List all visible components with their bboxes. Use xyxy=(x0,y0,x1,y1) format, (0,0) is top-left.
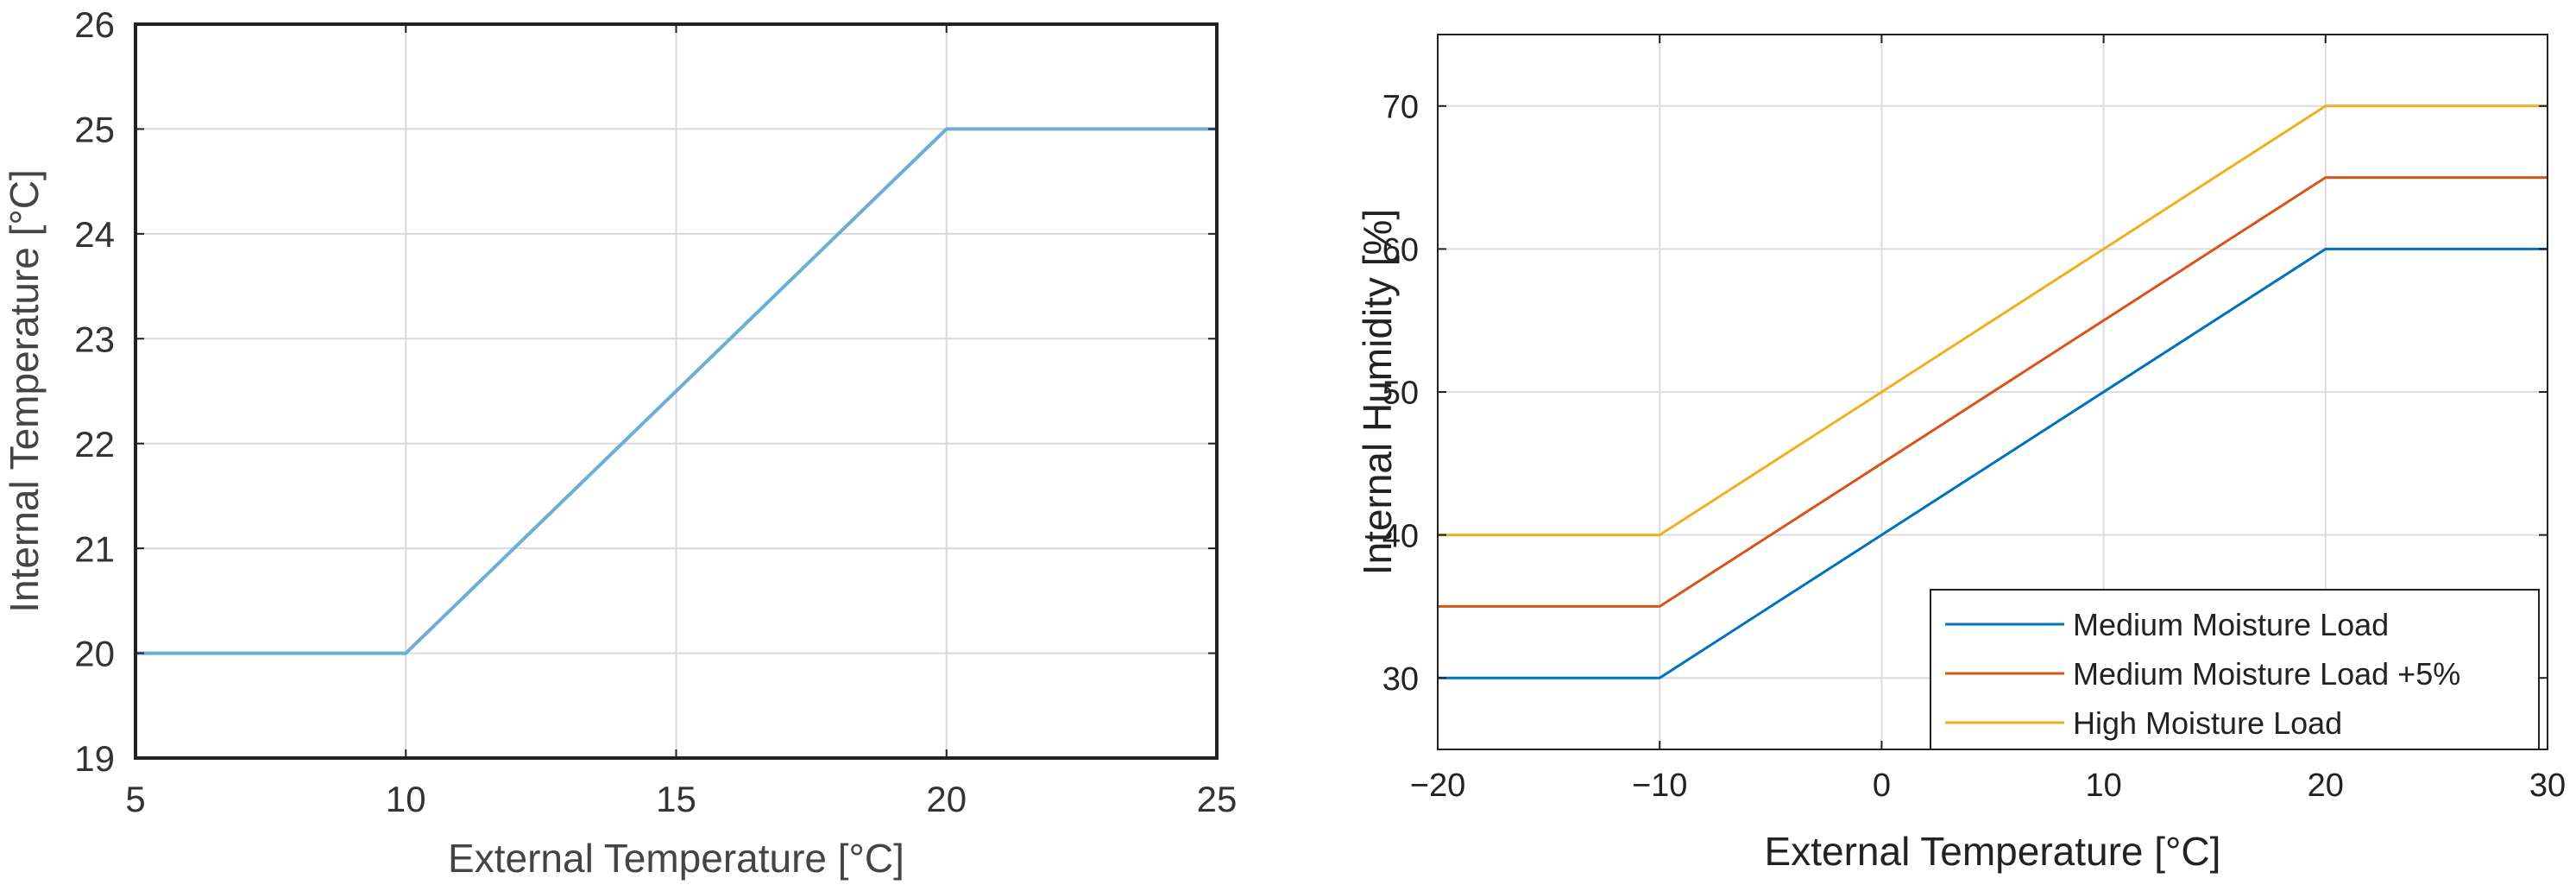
chart-2: −20 −10 0 10 20 30 30 40 50 60 70 External Temperat… xyxy=(1355,34,2566,874)
x-tick-label: 25 xyxy=(1197,779,1238,819)
y-tick-label: 60 xyxy=(1382,232,1419,269)
x-tick-label: 15 xyxy=(656,779,696,819)
legend-label: Medium Moisture Load +5% xyxy=(2073,656,2460,692)
x-tick-label: 10 xyxy=(386,779,426,819)
series-line-1 xyxy=(1438,247,2548,679)
y-axis-label: Internal Humidity [%] xyxy=(1355,209,1400,575)
x-tick-label: −20 xyxy=(1410,768,1465,804)
y-tick-label: 22 xyxy=(74,424,115,464)
x-tick-label: 0 xyxy=(1873,768,1891,804)
x-tick-label: 30 xyxy=(2529,768,2566,804)
y-tick-label: 50 xyxy=(1382,376,1419,412)
series-line-3 xyxy=(1438,104,2548,537)
y-tick-label: 26 xyxy=(74,4,115,45)
x-tick-label: −10 xyxy=(1632,768,1687,804)
x-axis-label: External Temperature [°C] xyxy=(1765,829,2221,874)
y-tick-label: 70 xyxy=(1382,89,1419,125)
x-tick-label: 10 xyxy=(2085,768,2121,804)
x-tick-label: 20 xyxy=(2308,768,2344,804)
y-tick-label: 25 xyxy=(74,110,115,150)
x-axis-label: External Temperature [°C] xyxy=(448,836,904,881)
chart-1: 5 10 15 20 25 19 20 21 22 23 24 25 26 External Temper… xyxy=(2,4,1237,881)
y-tick-label: 23 xyxy=(74,319,115,359)
legend-label: Medium Moisture Load xyxy=(2073,607,2389,642)
x-tick-label: 20 xyxy=(926,779,967,819)
x-tick-label: 5 xyxy=(125,779,145,819)
legend: Medium Moisture Load Medium Moisture Load… xyxy=(1930,589,2540,750)
y-tick-label: 40 xyxy=(1382,518,1419,554)
y-tick-label: 21 xyxy=(74,528,115,569)
y-tick-label: 19 xyxy=(74,738,115,779)
y-tick-label: 20 xyxy=(74,634,115,674)
y-axis-label: Internal Temperature [°C] xyxy=(2,169,47,613)
series-line-2 xyxy=(1438,176,2548,608)
series-line-1 xyxy=(135,127,1217,655)
legend-label: High Moisture Load xyxy=(2073,705,2342,741)
y-tick-label: 30 xyxy=(1382,661,1419,698)
y-tick-label: 24 xyxy=(74,214,115,255)
